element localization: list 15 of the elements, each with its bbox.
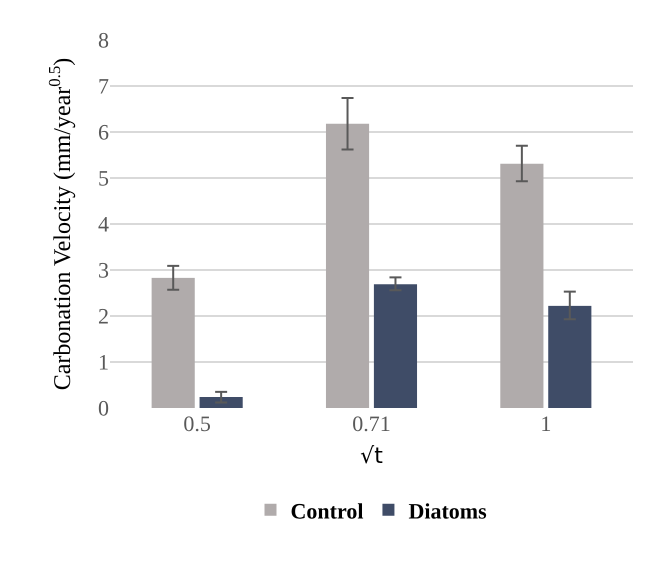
- y-tick-label: 4: [98, 212, 109, 237]
- y-tick-label: 0: [98, 396, 109, 421]
- y-tick-label: 2: [98, 304, 109, 329]
- x-axis-title: √t: [360, 444, 384, 469]
- y-tick-label: 3: [98, 258, 109, 283]
- legend-label: Diatoms: [408, 498, 488, 524]
- y-tick-label: 7: [98, 74, 109, 99]
- y-tick-label: 6: [98, 120, 109, 145]
- y-tick-label: 1: [98, 350, 109, 375]
- y-tick-label: 8: [98, 28, 109, 53]
- x-tick-label: 1: [540, 411, 552, 436]
- y-tick-label: 5: [98, 166, 109, 191]
- x-tick-label: 0.5: [183, 411, 211, 436]
- x-tick-label: 0.71: [352, 411, 391, 436]
- legend-label: Control: [290, 498, 364, 524]
